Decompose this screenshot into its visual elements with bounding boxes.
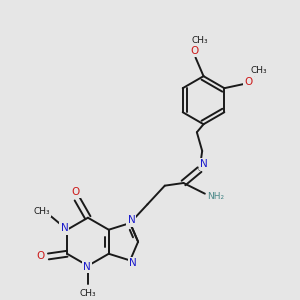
Text: O: O [36,251,44,261]
Text: N: N [129,258,136,268]
Text: CH₃: CH₃ [251,66,267,75]
Text: CH₃: CH₃ [191,36,208,45]
Text: CH₃: CH₃ [80,289,96,298]
Text: O: O [244,76,253,86]
Text: N: N [61,224,68,233]
Text: O: O [72,187,80,197]
Text: N: N [128,215,135,225]
Text: NH₂: NH₂ [207,192,224,201]
Text: O: O [190,46,198,56]
Text: N: N [83,262,90,272]
Text: CH₃: CH₃ [33,206,50,215]
Text: N: N [200,159,207,169]
